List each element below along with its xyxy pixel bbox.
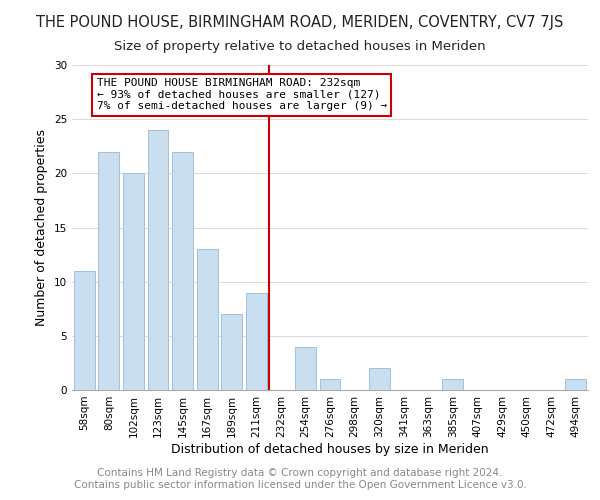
Bar (442, 379, 463, 390)
Bar (123, 174, 144, 390)
Text: THE POUND HOUSE BIRMINGHAM ROAD: 232sqm
← 93% of detached houses are smaller (12: THE POUND HOUSE BIRMINGHAM ROAD: 232sqm … (97, 78, 387, 111)
Bar (172, 152, 193, 390)
Bar (295, 346, 316, 390)
Bar (320, 379, 340, 390)
Bar (246, 292, 267, 390)
Text: THE POUND HOUSE, BIRMINGHAM ROAD, MERIDEN, COVENTRY, CV7 7JS: THE POUND HOUSE, BIRMINGHAM ROAD, MERIDE… (37, 15, 563, 30)
Text: Contains HM Land Registry data © Crown copyright and database right 2024.
Contai: Contains HM Land Registry data © Crown c… (74, 468, 526, 490)
X-axis label: Distribution of detached houses by size in Meriden: Distribution of detached houses by size … (171, 442, 489, 456)
Bar (221, 314, 242, 390)
Bar (98, 152, 119, 390)
Bar (565, 379, 586, 390)
Text: Size of property relative to detached houses in Meriden: Size of property relative to detached ho… (114, 40, 486, 53)
Bar (74, 271, 95, 390)
Bar (368, 368, 389, 390)
Bar (197, 249, 218, 390)
Y-axis label: Number of detached properties: Number of detached properties (35, 129, 49, 326)
Bar (148, 130, 169, 390)
